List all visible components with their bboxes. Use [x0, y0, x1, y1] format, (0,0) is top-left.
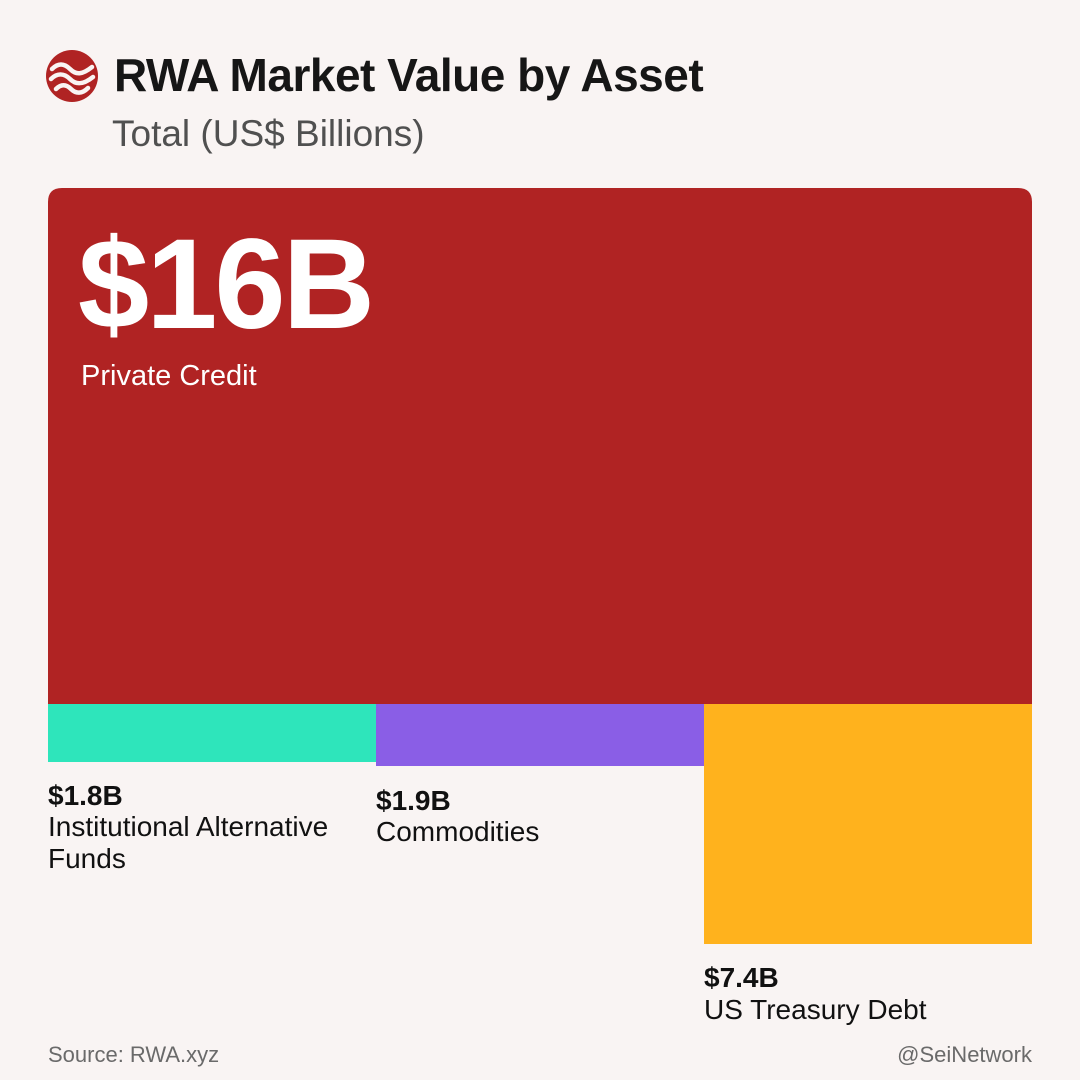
us-treasury-label: US Treasury Debt [704, 994, 927, 1025]
private-credit-value: $16B [78, 213, 375, 356]
source-note: Source: RWA.xyz [48, 1042, 220, 1067]
private-credit-label: Private Credit [81, 360, 257, 392]
commodities-label: Commodities [376, 816, 540, 847]
sei-wave-logo-icon [46, 50, 98, 102]
commodities-value: $1.9B [376, 785, 451, 816]
treemap-cell-commodities [376, 704, 704, 766]
us-treasury-value: $7.4B [704, 962, 779, 993]
institutional-funds-label: Institutional Alternative Funds [48, 811, 329, 874]
treemap-cell-private-credit [48, 188, 1032, 704]
institutional-funds-value: $1.8B [48, 780, 123, 811]
chart-title: RWA Market Value by Asset [114, 49, 704, 101]
social-handle: @SeiNetwork [897, 1042, 1032, 1067]
treemap-cell-institutional-alternative-funds [48, 704, 376, 762]
treemap-cell-us-treasury-debt [704, 704, 1032, 944]
chart-subtitle: Total (US$ Billions) [112, 113, 425, 154]
